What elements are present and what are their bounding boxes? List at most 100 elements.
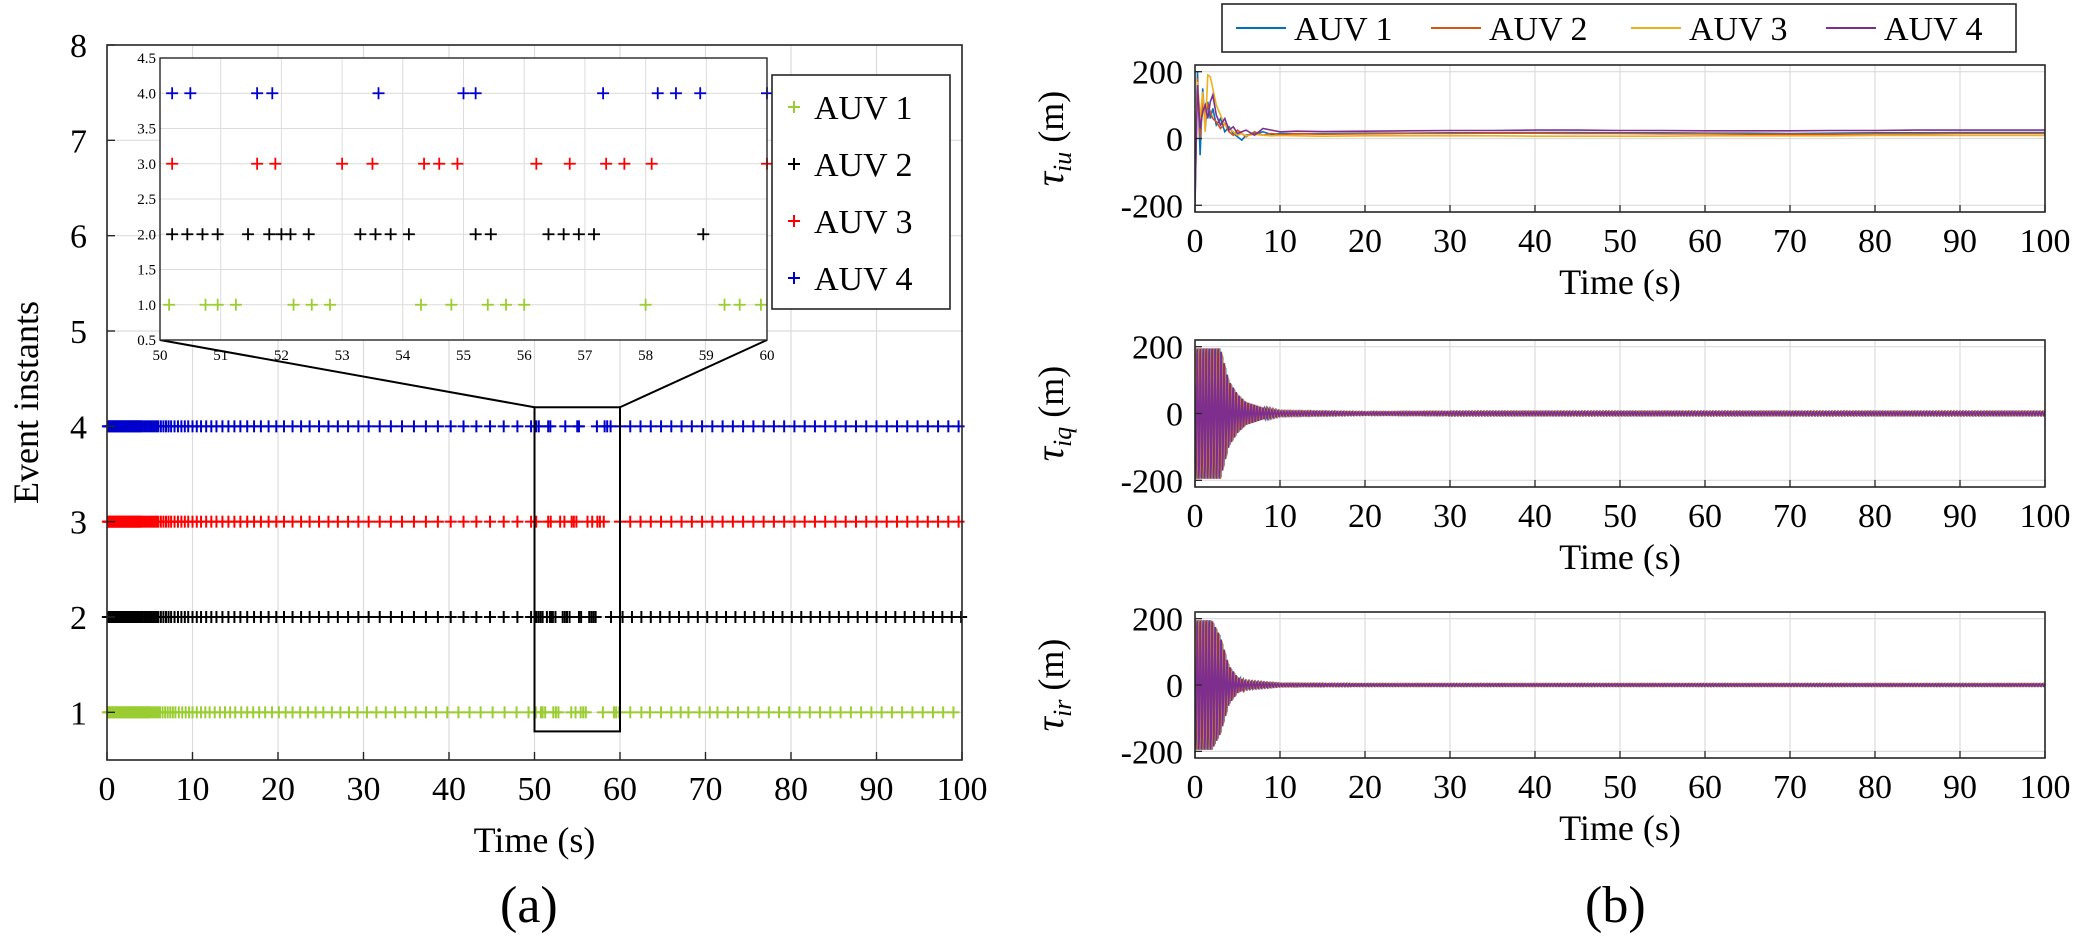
y-tick-label: 3 (70, 505, 87, 542)
inset-x-tick-label: 51 (213, 348, 228, 364)
inset-y-tick-label: 3.0 (137, 157, 156, 173)
inset-x-tick-label: 53 (335, 348, 350, 364)
legend-a-label: AUV 2 (814, 147, 913, 184)
x-tick-label: 30 (1433, 498, 1467, 535)
x-tick-label: 80 (1858, 498, 1892, 535)
legend-b-label: AUV 2 (1489, 11, 1588, 48)
legend-b-label: AUV 3 (1689, 11, 1788, 48)
y-axis-label: τir (m) (1027, 639, 1077, 732)
y-tick-label: 5 (70, 314, 87, 351)
x-tick-label: 40 (432, 771, 466, 808)
inset-y-tick-label: 2.0 (137, 227, 156, 243)
series-auv-3 (101, 515, 965, 528)
x-tick-label: 70 (1773, 223, 1807, 260)
legend-b-box (1221, 3, 2017, 53)
x-tick-label: 50 (1603, 223, 1637, 260)
legend-a-label: AUV 1 (814, 90, 913, 127)
x-tick-label: 100 (937, 771, 988, 808)
caption-b: (b) (1585, 877, 1646, 934)
x-tick-label: 90 (1943, 223, 1977, 260)
x-tick-label: 10 (1263, 498, 1297, 535)
x-tick-label: 80 (1858, 769, 1892, 806)
x-tick-label: 90 (860, 771, 894, 808)
x-tick-label: 40 (1518, 498, 1552, 535)
x-tick-label: 20 (1348, 223, 1382, 260)
inset-x-tick-label: 54 (395, 348, 411, 364)
inset-x-tick-label: 57 (577, 348, 593, 364)
x-tick-label: 0 (99, 771, 116, 808)
inset-y-tick-label: 4.0 (137, 86, 156, 102)
x-axis-label: Time (s) (1559, 808, 1681, 848)
x-tick-label: 70 (689, 771, 723, 808)
x-axis-label: Time (s) (1559, 262, 1681, 302)
inset-y-tick-label: 3.5 (137, 122, 156, 138)
x-tick-label: 20 (1348, 769, 1382, 806)
y-tick-label: 200 (1132, 55, 1183, 92)
y-tick-label: -200 (1121, 734, 1183, 771)
x-axis-label: Time (s) (1559, 537, 1681, 577)
inset-chart: 50 51 52 53 54 55 56 57 58 59 60 0.5 1.0 1.5 2.0 2.5 3.0… (137, 51, 774, 364)
legend-a: AUV 1 AUV 2 AUV 3 AUV 4 (771, 74, 951, 310)
series-line-auv-4 (1195, 348, 2045, 479)
inset-series-auv-3 (166, 157, 773, 170)
series-line-auv-4 (1195, 620, 2045, 750)
zoom-connector-left (159, 339, 535, 409)
x-tick-label: 10 (1263, 769, 1297, 806)
x-tick-label: 20 (261, 771, 295, 808)
x-tick-label: 50 (1603, 498, 1637, 535)
x-tick-label: 70 (1773, 769, 1807, 806)
x-tick-label: 40 (1518, 223, 1552, 260)
y-tick-label: 0 (1166, 122, 1183, 159)
legend-b-label: AUV 1 (1294, 11, 1393, 48)
x-tick-label: 30 (1433, 223, 1467, 260)
caption-a: (a) (500, 877, 558, 934)
x-tick-label: 60 (1688, 498, 1722, 535)
x-tick-label: 60 (603, 771, 637, 808)
x-tick-label: 70 (1773, 498, 1807, 535)
x-tick-label: 20 (1348, 498, 1382, 535)
series-auv-4 (101, 420, 965, 433)
inset-frame (159, 57, 768, 341)
y-tick-label: 200 (1132, 602, 1183, 639)
x-tick-label: 90 (1943, 498, 1977, 535)
inset-x-tick-label: 50 (153, 348, 168, 364)
zoom-window (533, 406, 621, 733)
y-tick-label: 4 (70, 409, 87, 446)
y-axis-label: τiu (m) (1027, 91, 1077, 187)
y-tick-label: -200 (1121, 188, 1183, 225)
x-tick-label: 50 (518, 771, 552, 808)
y-tick-label: 7 (70, 123, 87, 160)
x-tick-label: 60 (1688, 223, 1722, 260)
y-axis-label: Event instants (6, 301, 46, 504)
x-tick-label: 30 (1433, 769, 1467, 806)
series-line-auv-3 (1195, 73, 2045, 172)
inset-series-auv-1 (163, 298, 767, 311)
x-tick-label: 90 (1943, 769, 1977, 806)
inset-y-tick-label: 0.5 (137, 333, 156, 349)
x-tick-label: 0 (1187, 223, 1204, 260)
inset-y-tick-label: 4.5 (137, 51, 156, 67)
inset-x-tick-label: 59 (699, 348, 714, 364)
series-auv-1 (101, 706, 960, 719)
inset-y-tick-label: 1.0 (137, 298, 156, 314)
inset-x-tick-label: 56 (517, 348, 533, 364)
y-tick-label: 0 (1166, 397, 1183, 434)
y-tick-label: 1 (70, 695, 87, 732)
legend-a-label: AUV 4 (814, 261, 913, 298)
y-tick-label: 0 (1166, 668, 1183, 705)
x-tick-label: 80 (1858, 223, 1892, 260)
legend-a-box (771, 74, 951, 310)
x-tick-label: 10 (176, 771, 210, 808)
x-axis-label: Time (s) (474, 820, 596, 860)
zoom-connector-right (619, 339, 768, 409)
x-tick-label: 30 (347, 771, 381, 808)
y-tick-label: 2 (70, 600, 87, 637)
legend-b-label: AUV 4 (1884, 11, 1983, 48)
x-tick-label: 100 (2020, 769, 2071, 806)
inset-y-tick-label: 2.5 (137, 192, 156, 208)
y-tick-label: 200 (1132, 330, 1183, 367)
